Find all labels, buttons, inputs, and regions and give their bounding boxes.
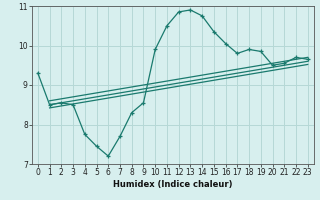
X-axis label: Humidex (Indice chaleur): Humidex (Indice chaleur) [113, 180, 233, 189]
